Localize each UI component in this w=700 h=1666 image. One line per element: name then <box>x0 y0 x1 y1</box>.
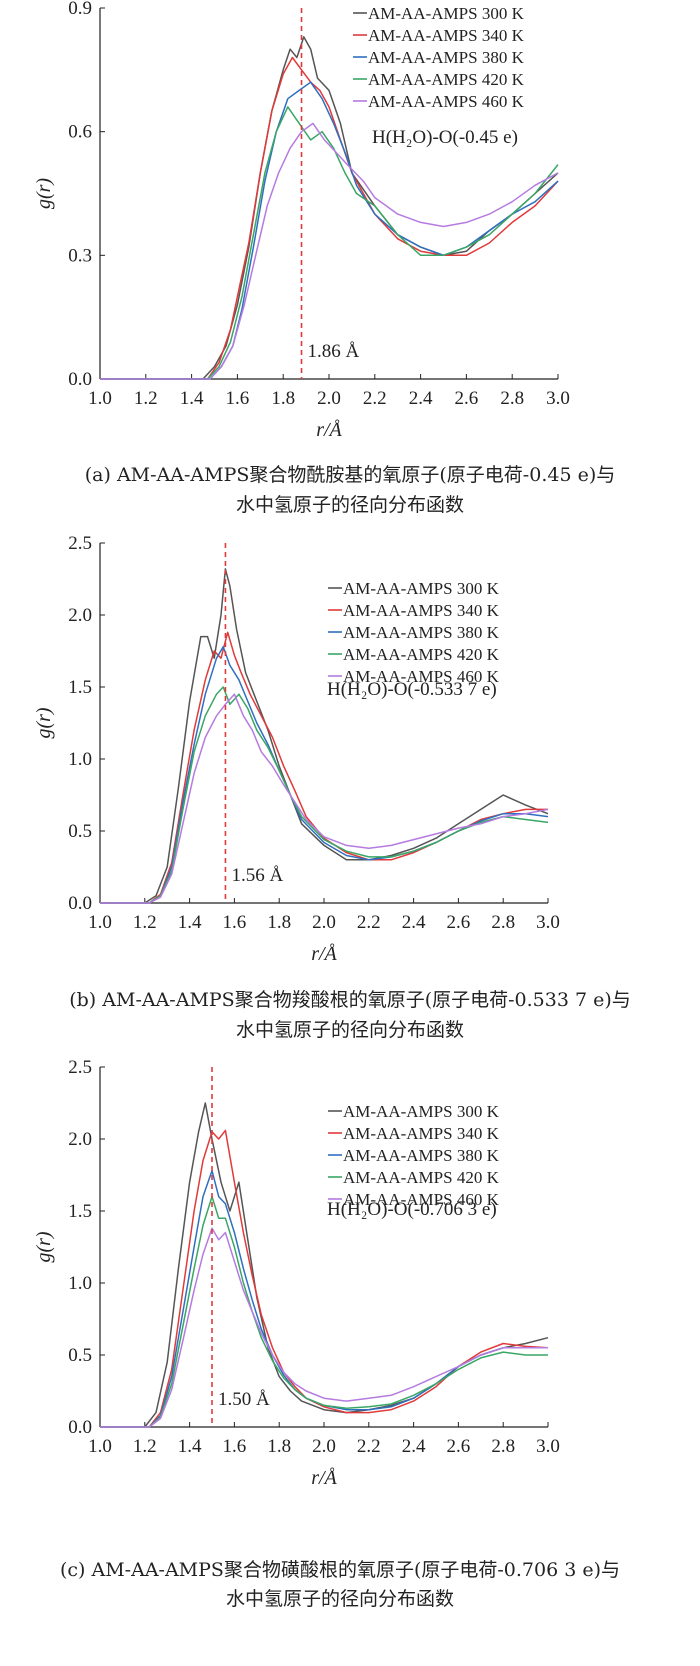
y-axis-label: g(r) <box>33 178 55 209</box>
legend-entry: AM-AA-AMPS 460 K <box>343 667 500 686</box>
x-tick-label: 1.8 <box>267 1436 291 1457</box>
x-tick-label: 3.0 <box>536 912 560 933</box>
series-line-420k <box>100 686 549 904</box>
x-tick-label: 2.4 <box>402 912 426 933</box>
x-tick-label: 2.6 <box>447 912 471 933</box>
legend-entry: AM-AA-AMPS 340 K <box>368 26 525 45</box>
y-tick-label: 0.5 <box>68 1345 92 1366</box>
x-tick-label: 2.0 <box>312 912 336 933</box>
x-tick-label: 3.0 <box>536 1436 560 1457</box>
x-axis-label: r/Å <box>311 943 337 965</box>
legend-entry: AM-AA-AMPS 460 K <box>343 1190 500 1209</box>
y-tick-label: 2.0 <box>68 605 92 626</box>
x-tick-label: 1.0 <box>88 912 112 933</box>
x-tick-label: 2.6 <box>447 1436 471 1457</box>
bond-annotation: H(H₂O)-O(-0.533 7 e) <box>327 679 497 700</box>
x-tick-label: 2.8 <box>491 1436 515 1457</box>
figure-caption-line: 水中氢原子的径向分布函数 <box>226 1588 454 1610</box>
legend-entry: AM-AA-AMPS 340 K <box>343 601 500 620</box>
legend-entry: AM-AA-AMPS 300 K <box>368 4 525 23</box>
x-tick-label: 2.2 <box>357 1436 381 1457</box>
y-tick-label: 0.0 <box>68 369 92 390</box>
y-tick-label: 1.0 <box>68 1273 92 1294</box>
x-tick-label: 3.0 <box>546 388 570 409</box>
figure-caption-line: 水中氢原子的径向分布函数 <box>236 494 464 516</box>
y-tick-label: 2.5 <box>68 533 92 554</box>
series-line-300k <box>100 36 559 380</box>
x-tick-label: 2.4 <box>402 1436 426 1457</box>
bond-annotation: H(H₂O)-O(-0.45 e) <box>372 127 518 148</box>
legend-entry: AM-AA-AMPS 420 K <box>343 645 500 664</box>
y-axis-label: g(r) <box>33 707 55 738</box>
figure-caption-line: 水中氢原子的径向分布函数 <box>236 1019 464 1041</box>
x-tick-label: 1.2 <box>133 912 157 933</box>
bond-annotation: H(H₂O)-O(-0.706 3 e) <box>327 1199 497 1220</box>
y-tick-label: 0.0 <box>68 893 92 914</box>
y-tick-label: 0.0 <box>68 1417 92 1438</box>
x-tick-label: 1.2 <box>134 388 158 409</box>
y-tick-label: 2.0 <box>68 1129 92 1150</box>
y-tick-label: 2.5 <box>68 1057 92 1078</box>
y-tick-label: 0.5 <box>68 821 92 842</box>
legend-entry: AM-AA-AMPS 420 K <box>368 70 525 89</box>
x-tick-label: 1.4 <box>178 912 202 933</box>
x-tick-label: 1.0 <box>88 388 112 409</box>
x-tick-label: 2.8 <box>491 912 515 933</box>
figure-caption-line: (b) AM-AA-AMPS聚合物羧酸根的氧原子(原子电荷-0.533 7 e)… <box>69 989 631 1011</box>
series-line-420k <box>100 1195 548 1428</box>
legend-entry: AM-AA-AMPS 300 K <box>343 579 500 598</box>
x-tick-label: 1.6 <box>223 912 247 933</box>
x-tick-label: 1.6 <box>223 1436 247 1457</box>
legend-entry: AM-AA-AMPS 420 K <box>343 1168 500 1187</box>
peak-marker-label: 1.86 Å <box>308 341 360 362</box>
series-line-460k <box>100 122 559 380</box>
x-tick-label: 1.4 <box>178 1436 202 1457</box>
legend-entry: AM-AA-AMPS 340 K <box>343 1124 500 1143</box>
x-axis-label: r/Å <box>316 419 342 441</box>
y-tick-label: 1.5 <box>68 677 92 698</box>
chart-panel-b: 1.0 1.2 1.4 1.6 1.8 2.0 2.2 2.4 2.6 2.8 3.0 0.0 0.5 1… <box>33 533 631 1041</box>
series-line-340k <box>100 1129 549 1428</box>
x-tick-label: 1.6 <box>226 388 250 409</box>
figure-caption-line: (c) AM-AA-AMPS聚合物磺酸根的氧原子(原子电荷-0.706 3 e)… <box>60 1559 620 1581</box>
figure-caption-line: (a) AM-AA-AMPS聚合物酰胺基的氧原子(原子电荷-0.45 e)与 <box>85 464 615 486</box>
x-tick-label: 2.2 <box>363 388 387 409</box>
x-tick-label: 2.4 <box>409 388 433 409</box>
x-tick-label: 1.4 <box>180 388 204 409</box>
y-tick-label: 0.6 <box>68 122 92 143</box>
y-axis-label: g(r) <box>33 1231 55 1262</box>
x-tick-label: 1.2 <box>133 1436 157 1457</box>
y-tick-label: 1.0 <box>68 749 92 770</box>
x-axis-label: r/Å <box>311 1467 337 1489</box>
x-tick-label: 1.8 <box>271 388 295 409</box>
peak-marker-label: 1.50 Å <box>218 1389 270 1410</box>
series-line-460k <box>100 693 549 904</box>
series-line-340k <box>100 56 559 380</box>
legend-entry: AM-AA-AMPS 460 K <box>368 92 525 111</box>
legend-entry: AM-AA-AMPS 300 K <box>343 1102 500 1121</box>
x-tick-label: 2.0 <box>317 388 341 409</box>
legend-entry: AM-AA-AMPS 380 K <box>343 1146 500 1165</box>
series-line-300k <box>100 568 549 904</box>
y-tick-label: 1.5 <box>68 1201 92 1222</box>
chart-panel-c: 1.0 1.2 1.4 1.6 1.8 2.0 2.2 2.4 2.6 2.8 3.0 0.0 0.5 1… <box>33 1057 620 1610</box>
y-tick-label: 0.3 <box>68 245 92 266</box>
x-tick-label: 2.8 <box>500 388 524 409</box>
y-tick-label: 0.9 <box>68 0 92 19</box>
x-tick-label: 1.8 <box>267 912 291 933</box>
x-tick-label: 1.0 <box>88 1436 112 1457</box>
x-tick-label: 2.0 <box>312 1436 336 1457</box>
series-line-460k <box>100 1227 548 1428</box>
chart-panel-a: 1.0 1.2 1.4 1.6 1.8 2.0 2.2 2.4 2.6 2.8 3.0 0.0 0.3 0… <box>33 0 615 516</box>
legend-entry: AM-AA-AMPS 380 K <box>368 48 525 67</box>
x-tick-label: 2.2 <box>357 912 381 933</box>
series-line-420k <box>100 106 559 380</box>
legend-entry: AM-AA-AMPS 380 K <box>343 623 500 642</box>
peak-marker-label: 1.56 Å <box>231 865 283 886</box>
x-tick-label: 2.6 <box>455 388 479 409</box>
